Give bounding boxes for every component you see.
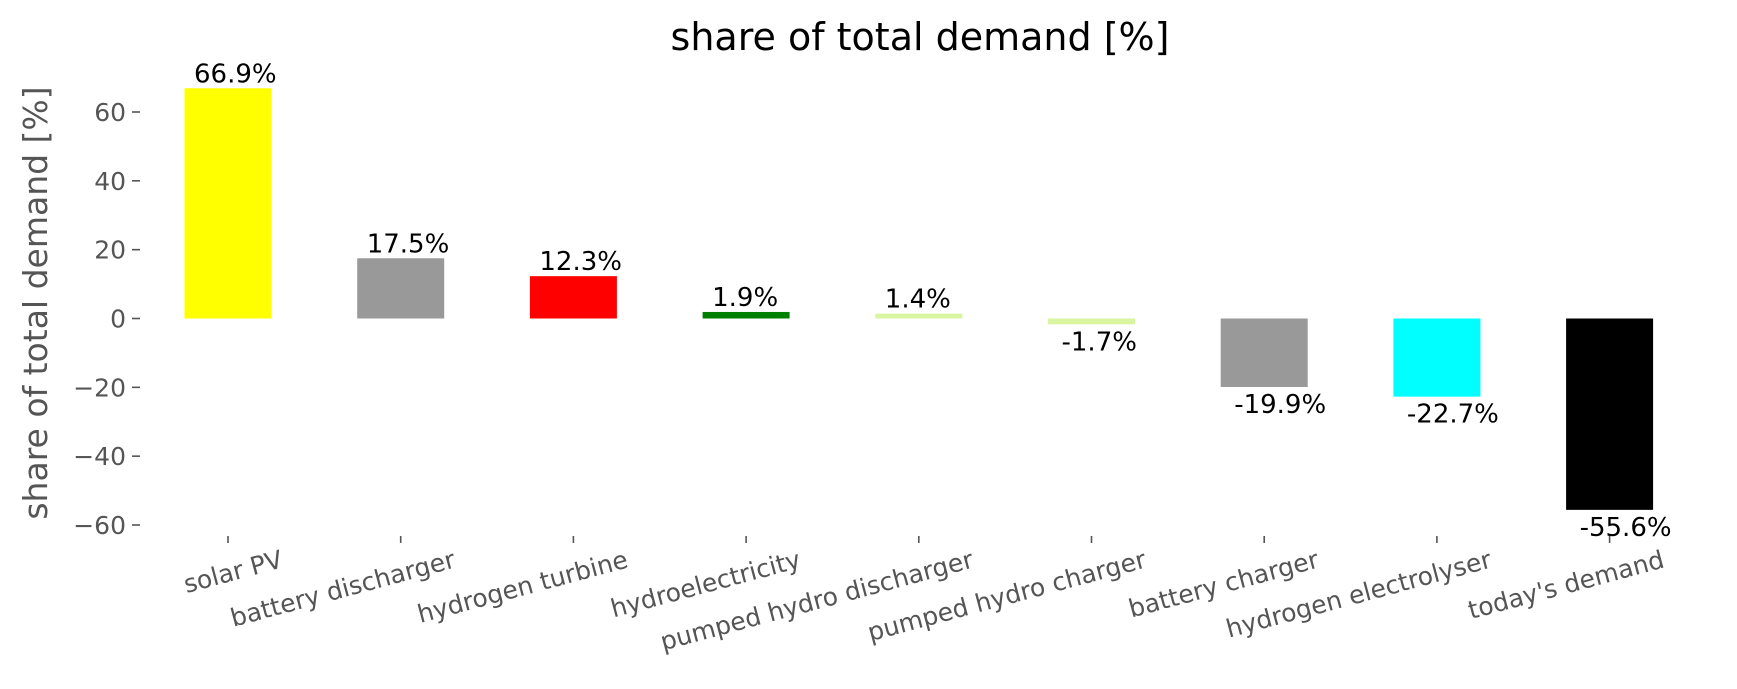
y-tick-label: 60 [94, 98, 126, 127]
y-tick-label: 40 [94, 167, 126, 196]
y-tick-label: −40 [73, 442, 126, 471]
bar [1048, 318, 1135, 325]
data-label: 17.5% [367, 229, 450, 259]
data-label: -19.9% [1234, 390, 1326, 420]
data-label: 1.9% [712, 283, 778, 313]
y-tick-label: 0 [110, 305, 126, 334]
y-tick-label: −20 [73, 373, 126, 402]
bars [184, 88, 1654, 510]
data-labels: 66.9% 17.5% 12.3% 1.9% 1.4% -1.7% -19.9% -22.7%… [194, 59, 1672, 543]
bar [1220, 318, 1308, 387]
data-label: 1.4% [885, 285, 951, 315]
x-tick-label: solar PV [180, 545, 285, 599]
y-tick-label: −60 [73, 511, 126, 540]
bar [875, 313, 963, 319]
data-label: 66.9% [194, 59, 277, 89]
x-tick-label: pumped hydro discharger [657, 545, 977, 657]
y-axis-ticks: −60 −40 −20 0 20 40 60 [73, 98, 140, 540]
bar [1566, 318, 1654, 510]
chart-title: share of total demand [%] [671, 15, 1170, 59]
bar [1393, 318, 1481, 397]
x-tick-label: today's demand [1465, 545, 1667, 625]
bar [702, 311, 790, 319]
data-label: -22.7% [1407, 400, 1499, 430]
x-tick-label: pumped hydro charger [864, 545, 1149, 647]
data-label: 12.3% [539, 247, 622, 277]
y-tick-label: 20 [94, 236, 126, 265]
y-axis-label: share of total demand [%] [16, 86, 55, 519]
bar [357, 258, 445, 319]
bar [529, 276, 617, 319]
bar [184, 88, 272, 319]
data-label: -55.6% [1580, 513, 1672, 543]
data-label: -1.7% [1062, 327, 1137, 357]
